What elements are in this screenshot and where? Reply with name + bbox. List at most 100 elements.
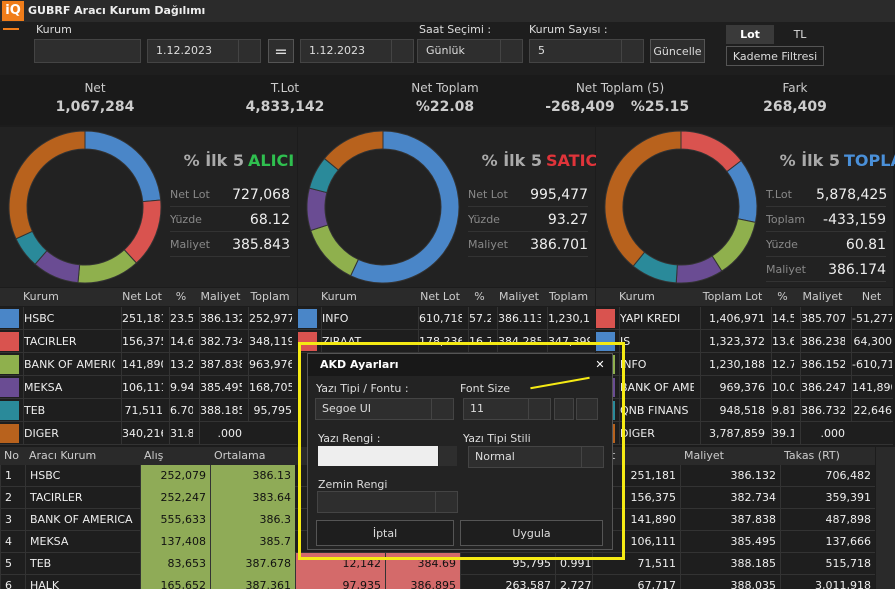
date-from[interactable]: 1.12.2023 — [147, 39, 261, 63]
table-cell: 137,666 — [780, 531, 875, 553]
kademe-button[interactable]: Kademe Filtresi — [726, 46, 824, 66]
panel-title-word: TOPLAM — [844, 151, 895, 170]
column-header: Alış — [144, 449, 164, 462]
table-cell: 4 — [0, 531, 25, 553]
color-picker[interactable] — [318, 446, 438, 466]
table-row — [0, 399, 297, 422]
dialog: AKD Ayarları ✕ Yazı Tipi / Fontu : Segoe UI… — [307, 353, 613, 550]
font-select[interactable]: Segoe UI — [315, 398, 454, 420]
column-header: % — [474, 290, 485, 303]
table-cell: HSBC — [25, 465, 140, 487]
stat-value: 93.27 — [547, 212, 588, 228]
tl-toggle[interactable]: TL — [793, 28, 807, 41]
table-cell: 106,111 — [121, 376, 163, 399]
stat-value: %22.08 — [415, 99, 475, 115]
table-row — [596, 422, 893, 445]
separator — [170, 231, 290, 232]
saat-select[interactable]: Günlük — [417, 39, 523, 63]
color-swatch — [0, 309, 19, 328]
table-cell: 555,633 — [140, 509, 210, 531]
table-cell: 1,406,971 — [700, 307, 765, 330]
color-swatch — [0, 424, 19, 443]
column-header: Kurum — [23, 290, 59, 303]
table-cell: 3,787,859 — [700, 422, 765, 445]
stat-label: Net Toplam (5) — [575, 81, 665, 95]
panel-title: % İlk 5 — [779, 151, 840, 170]
color-arrow[interactable] — [439, 446, 457, 466]
label: Yazı Rengi : — [318, 432, 381, 445]
table-cell: QNB FINANS — [619, 399, 694, 422]
font-select-text: Segoe UI — [322, 402, 372, 415]
table-cell: 252,247 — [140, 487, 210, 509]
table-cell: 385.707 — [800, 307, 845, 330]
kurum-input[interactable] — [34, 39, 141, 63]
stat-label: Yüzde — [170, 213, 202, 226]
stat-value: 995,477 — [530, 187, 588, 203]
separator — [468, 206, 588, 207]
date-to-text: 1.12.2023 — [309, 44, 365, 57]
stat-value: %25.15 — [630, 99, 690, 115]
table-cell: 39.19 — [771, 422, 794, 445]
stat-label: Maliyet — [766, 263, 806, 276]
table-cell: 706,482 — [780, 465, 875, 487]
cancel-button[interactable]: İptal — [316, 520, 454, 546]
bg-select[interactable] — [317, 491, 458, 513]
color-swatch — [0, 332, 19, 351]
table-cell: 386.132 — [680, 465, 780, 487]
spin-down[interactable] — [576, 398, 598, 420]
table-header — [596, 288, 893, 306]
equals-button[interactable]: = — [268, 39, 294, 63]
color-swatch — [0, 378, 19, 397]
sayi-input-text: 5 — [538, 44, 545, 57]
size-input[interactable]: 11 — [463, 398, 551, 420]
table-cell: 386.247 — [800, 376, 845, 399]
table-cell: INFO — [321, 307, 412, 330]
donut-slice — [84, 130, 162, 203]
style-select[interactable]: Normal — [468, 446, 604, 468]
stat-label: Yüzde — [468, 213, 500, 226]
table-cell: 387.838 — [199, 353, 242, 376]
table-cell: TEB — [23, 399, 115, 422]
table-cell: HALK — [25, 575, 140, 589]
table-cell: 948,518 — [700, 399, 765, 422]
logo: iQ — [2, 1, 24, 21]
date-to[interactable]: 1.12.2023 — [300, 39, 414, 63]
table-cell: 1 — [0, 465, 25, 487]
stat-label: Fark — [782, 81, 808, 95]
date-from-text: 1.12.2023 — [156, 44, 212, 57]
separator — [766, 281, 886, 282]
table-cell: 252,079 — [140, 465, 210, 487]
table-cell: 14.65 — [169, 330, 193, 353]
table-cell: 168,705 — [248, 376, 292, 399]
spin-up[interactable] — [554, 398, 574, 420]
sayi-input[interactable]: 5 — [529, 39, 644, 63]
table-row — [0, 330, 297, 353]
table-cell: .000 — [199, 422, 242, 445]
window-title: GUBRF Aracı Kurum Dağılımı — [28, 4, 206, 17]
table-cell: 6 — [0, 575, 25, 589]
update-button[interactable]: Güncelle — [650, 39, 705, 63]
label: Yazı Tipi Stili — [463, 432, 531, 445]
stat-value: 386.174 — [828, 262, 886, 278]
size-input-text: 11 — [470, 402, 484, 415]
table-cell: 71,511 — [592, 553, 680, 575]
stat-label: Net — [84, 81, 106, 95]
lot-toggle[interactable]: Lot — [726, 25, 774, 44]
close-button[interactable]: ✕ — [595, 358, 605, 371]
stats-bar — [0, 75, 895, 125]
table-cell: 385.495 — [199, 376, 242, 399]
table-cell: 252,977 — [248, 307, 292, 330]
apply-button[interactable]: Uygula — [460, 520, 603, 546]
donut-slice — [711, 218, 757, 272]
donut-slice — [77, 249, 138, 284]
color-swatch — [298, 332, 317, 351]
donut-slice — [8, 130, 86, 240]
table-cell: 64,300 — [851, 330, 892, 353]
column-header: Maliyet — [200, 290, 241, 303]
table-cell: 97,935 — [295, 575, 385, 589]
table-cell: HSBC — [23, 307, 115, 330]
table-cell: 386.132 — [199, 307, 242, 330]
table-cell: 23.53 — [169, 307, 193, 330]
donut-chart — [306, 130, 460, 284]
